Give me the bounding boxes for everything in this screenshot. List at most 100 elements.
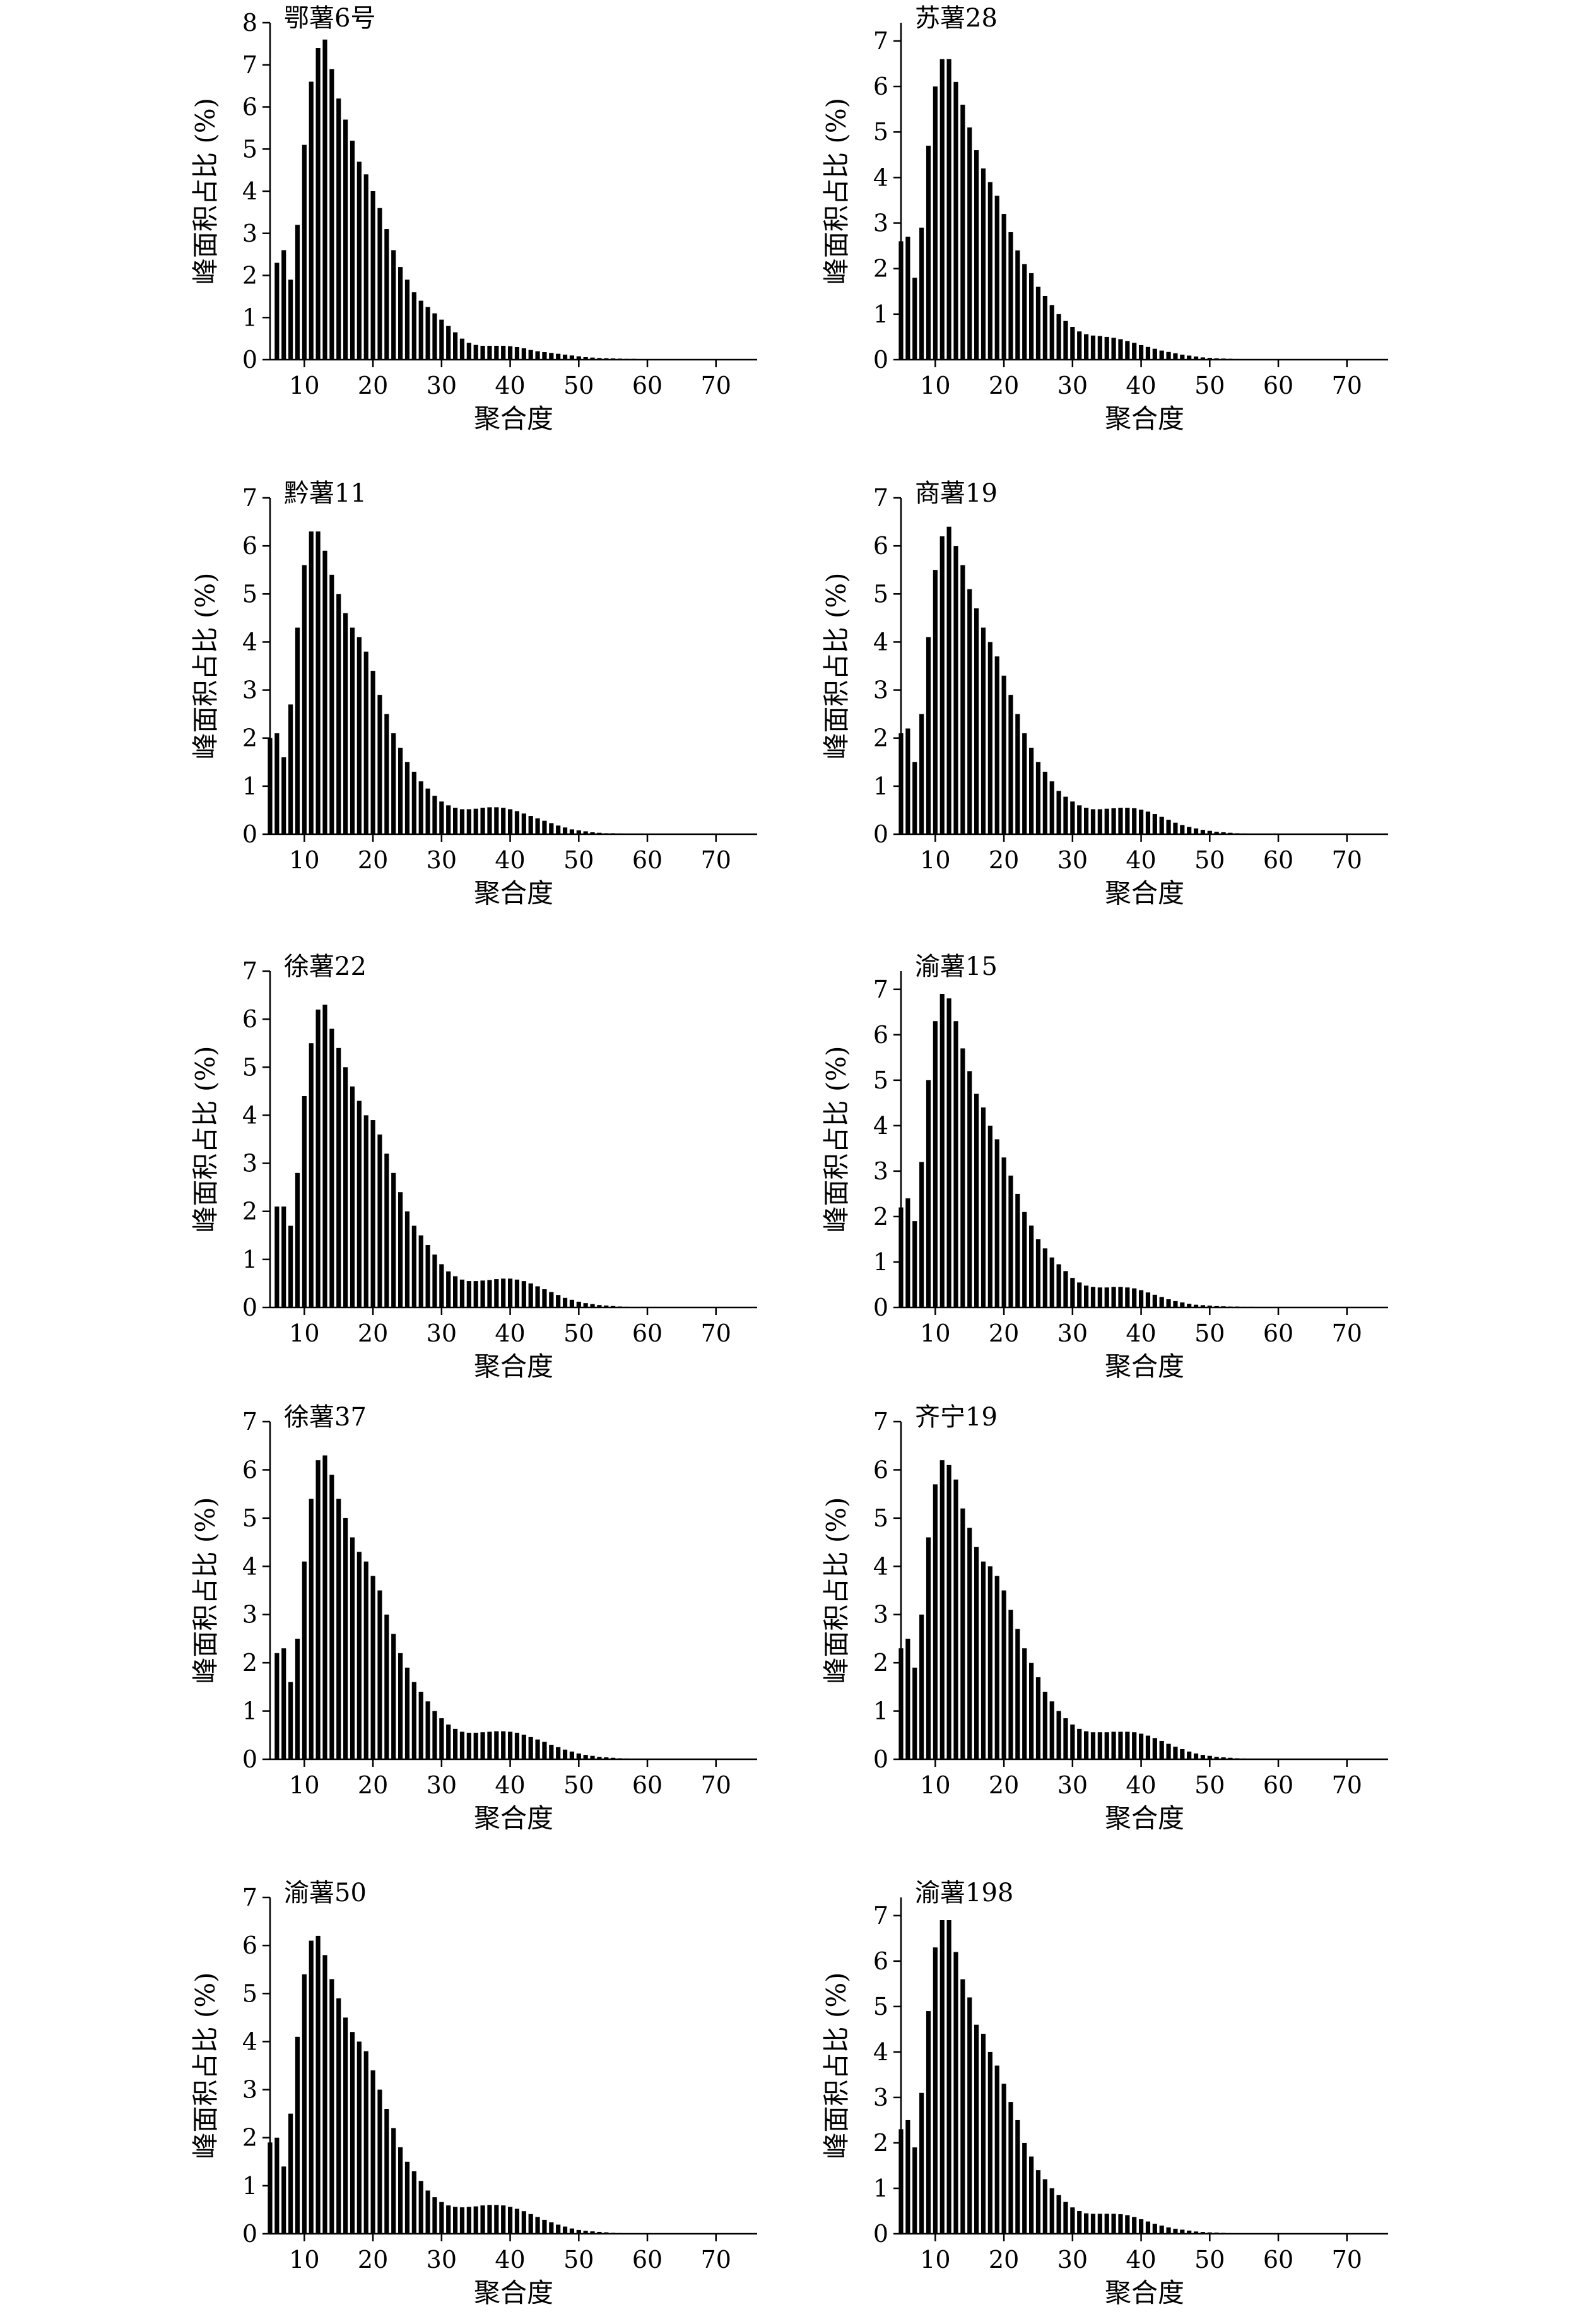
x-tick-label: 10: [289, 1319, 319, 1347]
bar-dp-14: [329, 69, 334, 360]
bar-dp-49: [569, 829, 575, 834]
bar-dp-34: [466, 2207, 471, 2234]
y-tick-label: 0: [242, 346, 257, 374]
bar-dp-35: [473, 1732, 478, 1759]
bar-dp-44: [535, 2217, 540, 2234]
y-tick-label: 3: [242, 676, 257, 704]
bar-dp-24: [398, 1653, 403, 1759]
bar-dp-13: [953, 546, 958, 834]
bar-dp-23: [1022, 1212, 1027, 1307]
x-tick-label: 60: [1263, 372, 1293, 399]
panel-title: 渝薯198: [915, 1879, 1013, 1908]
bar-dp-38: [494, 1731, 499, 1759]
bar-dp-21: [377, 208, 382, 360]
bar-dp-30: [1070, 1278, 1075, 1307]
bar-dp-29: [1063, 2202, 1068, 2234]
bar-dp-52: [590, 357, 595, 360]
y-axis-label: 峰面积占比 (%): [190, 1046, 221, 1232]
bar-dp-41: [1145, 346, 1151, 360]
bar-dp-36: [480, 808, 485, 834]
bar-dp-19: [363, 1561, 368, 1759]
bar-dp-24: [398, 2147, 403, 2234]
bar-dp-21: [377, 1134, 382, 1307]
bar-dp-23: [1022, 264, 1027, 360]
bar-dp-36: [1111, 808, 1116, 834]
x-tick-label: 10: [289, 1771, 319, 1799]
bar-dp-42: [521, 1735, 526, 1759]
y-tick-label: 2: [873, 2129, 888, 2157]
chart-panel-6: 0 1 2 3 4 5 6 7 10 20 30 40 50 60 70 渝薯15 聚合度 峰面积占比 (%): [821, 952, 1388, 1382]
x-tick-label: 10: [920, 2246, 950, 2274]
y-tick-label: 6: [242, 1456, 257, 1483]
bar-dp-26: [1042, 1248, 1047, 1307]
y-tick-label: 5: [873, 580, 888, 608]
bar-dp-40: [507, 1731, 513, 1759]
bar-dp-30: [439, 2202, 444, 2234]
bar-dp-22: [1015, 1193, 1020, 1307]
bar-dp-28: [1056, 791, 1061, 834]
bar-dp-39: [501, 1278, 506, 1307]
bar-dp-11: [939, 994, 945, 1307]
x-tick-label: 50: [1194, 1771, 1225, 1799]
bar-dp-27: [418, 300, 423, 360]
bar-dp-48: [562, 2226, 568, 2234]
bar-dp-30: [1070, 801, 1075, 834]
y-tick-label: 7: [242, 1884, 257, 1911]
x-tick-label: 30: [427, 372, 457, 399]
bar-dp-45: [542, 1742, 547, 1759]
bar-dp-10: [933, 1484, 938, 1759]
bar-dp-28: [1056, 2195, 1061, 2234]
bar-dp-26: [411, 772, 416, 834]
bar-dp-54: [604, 1757, 609, 1759]
y-tick-label: 4: [873, 628, 888, 656]
bar-dp-44: [535, 351, 540, 360]
y-tick-label: 1: [873, 1697, 888, 1725]
bar-dp-16: [343, 1518, 348, 1759]
y-tick-label: 2: [242, 2124, 257, 2152]
bar-dp-13: [322, 1955, 327, 2234]
y-tick-label: 5: [873, 1504, 888, 1532]
x-axis-label: 聚合度: [474, 878, 553, 909]
bar-dp-36: [1111, 2214, 1116, 2234]
bar-dp-42: [1152, 814, 1157, 834]
bar-dp-51: [1214, 832, 1219, 834]
bar-dp-6: [905, 728, 910, 834]
bar-dp-50: [1207, 1306, 1212, 1307]
bar-dp-21: [1008, 1176, 1013, 1307]
bar-dp-12: [315, 48, 321, 360]
bar-dp-26: [411, 2171, 416, 2234]
y-tick-label: 6: [242, 1932, 257, 1959]
bar-dp-39: [501, 2205, 506, 2234]
bar-dp-43: [528, 350, 533, 360]
bar-dp-10: [302, 145, 307, 360]
y-tick-label: 4: [242, 177, 257, 205]
bar-dp-38: [494, 345, 499, 360]
bar-dp-34: [466, 809, 471, 834]
x-tick-label: 20: [358, 1771, 388, 1799]
bar-dp-20: [370, 2070, 375, 2234]
bar-dp-8: [288, 1682, 293, 1759]
bar-dp-33: [459, 1731, 465, 1759]
y-tick-label: 0: [873, 1294, 888, 1321]
bar-dp-19: [994, 656, 999, 834]
bar-dp-16: [343, 2017, 348, 2234]
panel-title: 黔薯11: [284, 479, 367, 508]
bar-dp-32: [452, 332, 458, 360]
bar-dp-32: [1083, 1285, 1089, 1307]
bar-dp-45: [1173, 353, 1178, 360]
bar-dp-49: [569, 355, 575, 360]
chart-panel-2: 0 1 2 3 4 5 6 7 10 20 30 40 50 60 70 苏薯28 聚合度 峰面积占比 (%): [821, 4, 1388, 434]
bar-dp-15: [967, 127, 972, 360]
bar-dp-24: [398, 747, 403, 834]
bar-dp-36: [1111, 338, 1116, 360]
bar-dp-12: [946, 526, 951, 834]
bar-dp-11: [939, 59, 945, 360]
panel-title: 渝薯50: [284, 1879, 367, 1908]
bar-dp-7: [281, 1206, 286, 1307]
bar-dp-50: [1207, 830, 1212, 834]
x-tick-label: 50: [1194, 1319, 1225, 1347]
bar-dp-29: [1063, 796, 1068, 834]
bar-dp-20: [1001, 675, 1006, 834]
x-tick-label: 40: [1126, 2246, 1156, 2274]
bar-dp-49: [1200, 2232, 1206, 2234]
